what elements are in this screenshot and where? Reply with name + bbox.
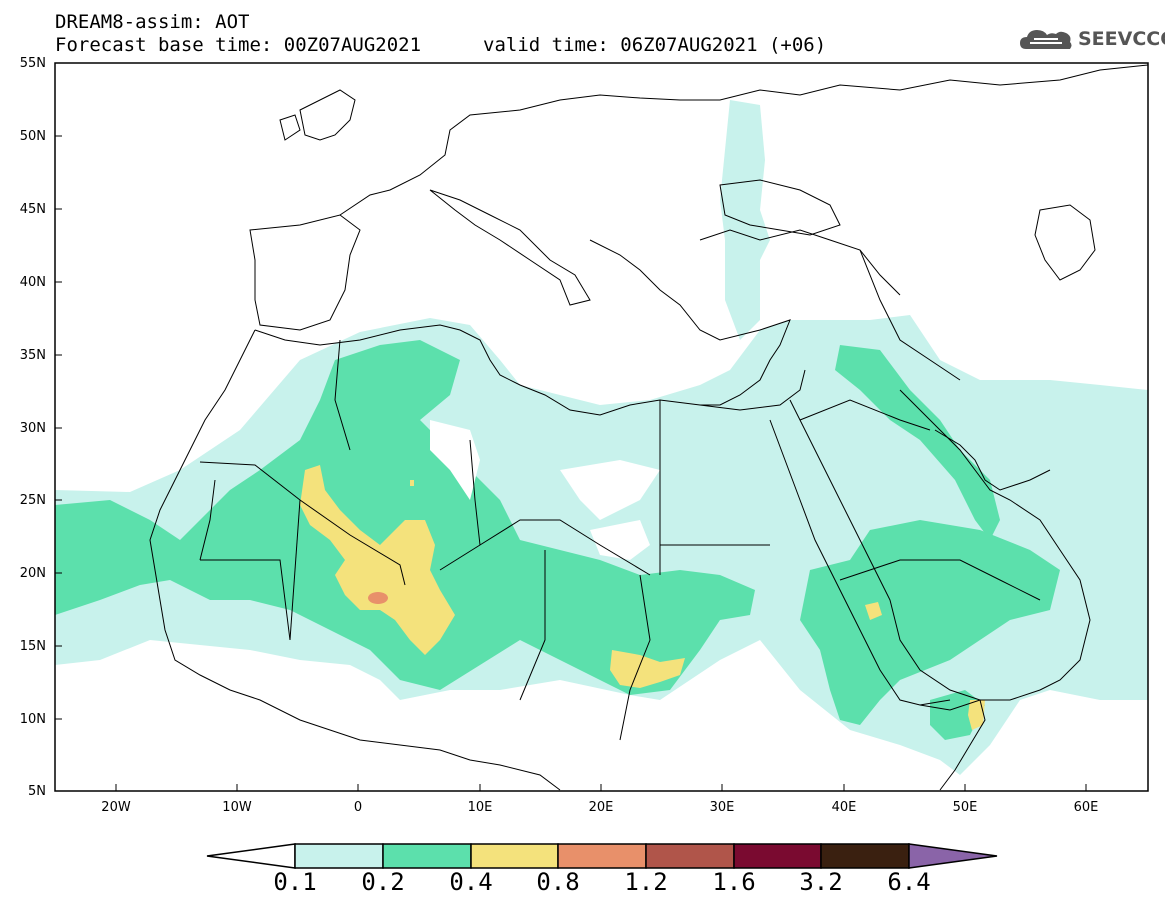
- colorbar-label-0-1: 0.1: [273, 868, 317, 896]
- logo-text: SEEVCCC: [1078, 28, 1165, 50]
- lat-label-55n: 55N: [19, 56, 46, 71]
- axis-ticks: [55, 62, 1087, 791]
- colorbar-swatch-2: [470, 843, 559, 869]
- lat-label-40n: 40N: [19, 275, 46, 290]
- lon-label-10e: 10E: [467, 800, 493, 815]
- lat-label-15n: 15N: [19, 639, 46, 654]
- lat-label-5n: 5N: [28, 784, 46, 799]
- lon-label-10w: 10W: [222, 800, 252, 815]
- colorbar-over-arrow: [908, 843, 998, 869]
- aot-level-0-4: [300, 465, 985, 730]
- colorbar-swatch-1: [382, 843, 472, 869]
- colorbar-label-0-2: 0.2: [361, 868, 405, 896]
- lat-label-20n: 20N: [19, 566, 46, 581]
- colorbar-label-1-6: 1.6: [712, 868, 756, 896]
- seevccc-logo: SEEVCCC: [1018, 25, 1165, 55]
- colorbar-swatch-5: [733, 843, 822, 869]
- map-title: DREAM8-assim: AOT: [55, 11, 250, 33]
- colorbar-label-0-4: 0.4: [449, 868, 493, 896]
- lon-label-60e: 60E: [1073, 800, 1099, 815]
- colorbar-swatch-6: [820, 843, 910, 869]
- lon-label-30e: 30E: [709, 800, 735, 815]
- colorbar-swatch-3: [557, 843, 647, 869]
- lon-label-0: 0: [353, 800, 363, 815]
- colorbar-swatch-0: [294, 843, 384, 869]
- colorbar-label-3-2: 3.2: [799, 868, 843, 896]
- lat-label-45n: 45N: [19, 202, 46, 217]
- valid-time: valid time: 06Z07AUG2021 (+06): [483, 34, 827, 56]
- lon-label-40e: 40E: [831, 800, 857, 815]
- lon-label-20e: 20E: [588, 800, 614, 815]
- aot-clear-areas: [430, 420, 660, 560]
- colorbar-label-0-8: 0.8: [536, 868, 580, 896]
- lat-label-50n: 50N: [19, 129, 46, 144]
- colorbar-label-1-2: 1.2: [624, 868, 668, 896]
- lat-label-30n: 30N: [19, 421, 46, 436]
- lat-label-25n: 25N: [19, 493, 46, 508]
- forecast-base-time: Forecast base time: 00Z07AUG2021: [55, 34, 422, 56]
- lon-label-50e: 50E: [952, 800, 978, 815]
- lon-label-20w: 20W: [101, 800, 131, 815]
- aot-level-0-8: [368, 592, 388, 604]
- lat-label-10n: 10N: [19, 712, 46, 727]
- cloud-icon: [1020, 30, 1072, 49]
- colorbar-under-arrow: [206, 843, 296, 869]
- colorbar-swatch-4: [645, 843, 735, 869]
- lat-label-35n: 35N: [19, 348, 46, 363]
- coastlines: [149, 64, 1148, 791]
- colorbar-label-6-4: 6.4: [887, 868, 931, 896]
